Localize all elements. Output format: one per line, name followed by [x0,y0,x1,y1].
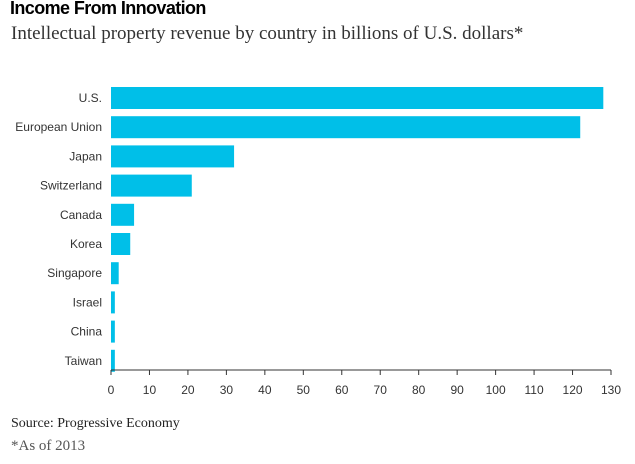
category-label: Korea [70,237,102,251]
x-tick-label: 40 [258,383,272,397]
x-tick-label: 10 [143,383,157,397]
x-tick-label: 0 [108,383,115,397]
bar [111,349,115,372]
bar [111,174,192,197]
category-label: Switzerland [40,179,102,193]
x-tick-label: 130 [601,383,621,397]
bar [111,262,119,285]
x-tick-label: 50 [297,383,311,397]
x-tick-label: 70 [374,383,388,397]
bar [111,291,115,314]
x-tick-label: 100 [486,383,506,397]
x-tick-label: 80 [412,383,426,397]
bar [111,203,135,226]
bar [111,145,235,168]
category-label: Canada [60,208,102,222]
category-label: China [71,325,103,339]
category-label: Japan [69,149,102,163]
category-label: Singapore [47,266,102,280]
chart-title: Income From Innovation [10,0,206,18]
x-tick-label: 30 [220,383,234,397]
bar [111,116,581,139]
bar [111,233,131,255]
x-tick-label: 90 [450,383,464,397]
bar [111,87,604,109]
category-label: Taiwan [65,354,102,368]
x-tick-label: 20 [181,383,195,397]
chart-subtitle: Intellectual property revenue by country… [11,23,524,44]
x-tick-label: 60 [335,383,349,397]
footnote: *As of 2013 [11,438,86,454]
bar-chart: U.S. European Union Japan Switzerland Canada… [15,87,621,397]
category-label: U.S. [79,91,102,105]
bar [111,320,115,343]
x-tick-label: 120 [563,383,583,397]
category-label: European Union [15,120,102,134]
x-tick-label: 110 [525,383,544,397]
source-note: Source: Progressive Economy [11,416,180,431]
category-label: Israel [73,295,102,309]
